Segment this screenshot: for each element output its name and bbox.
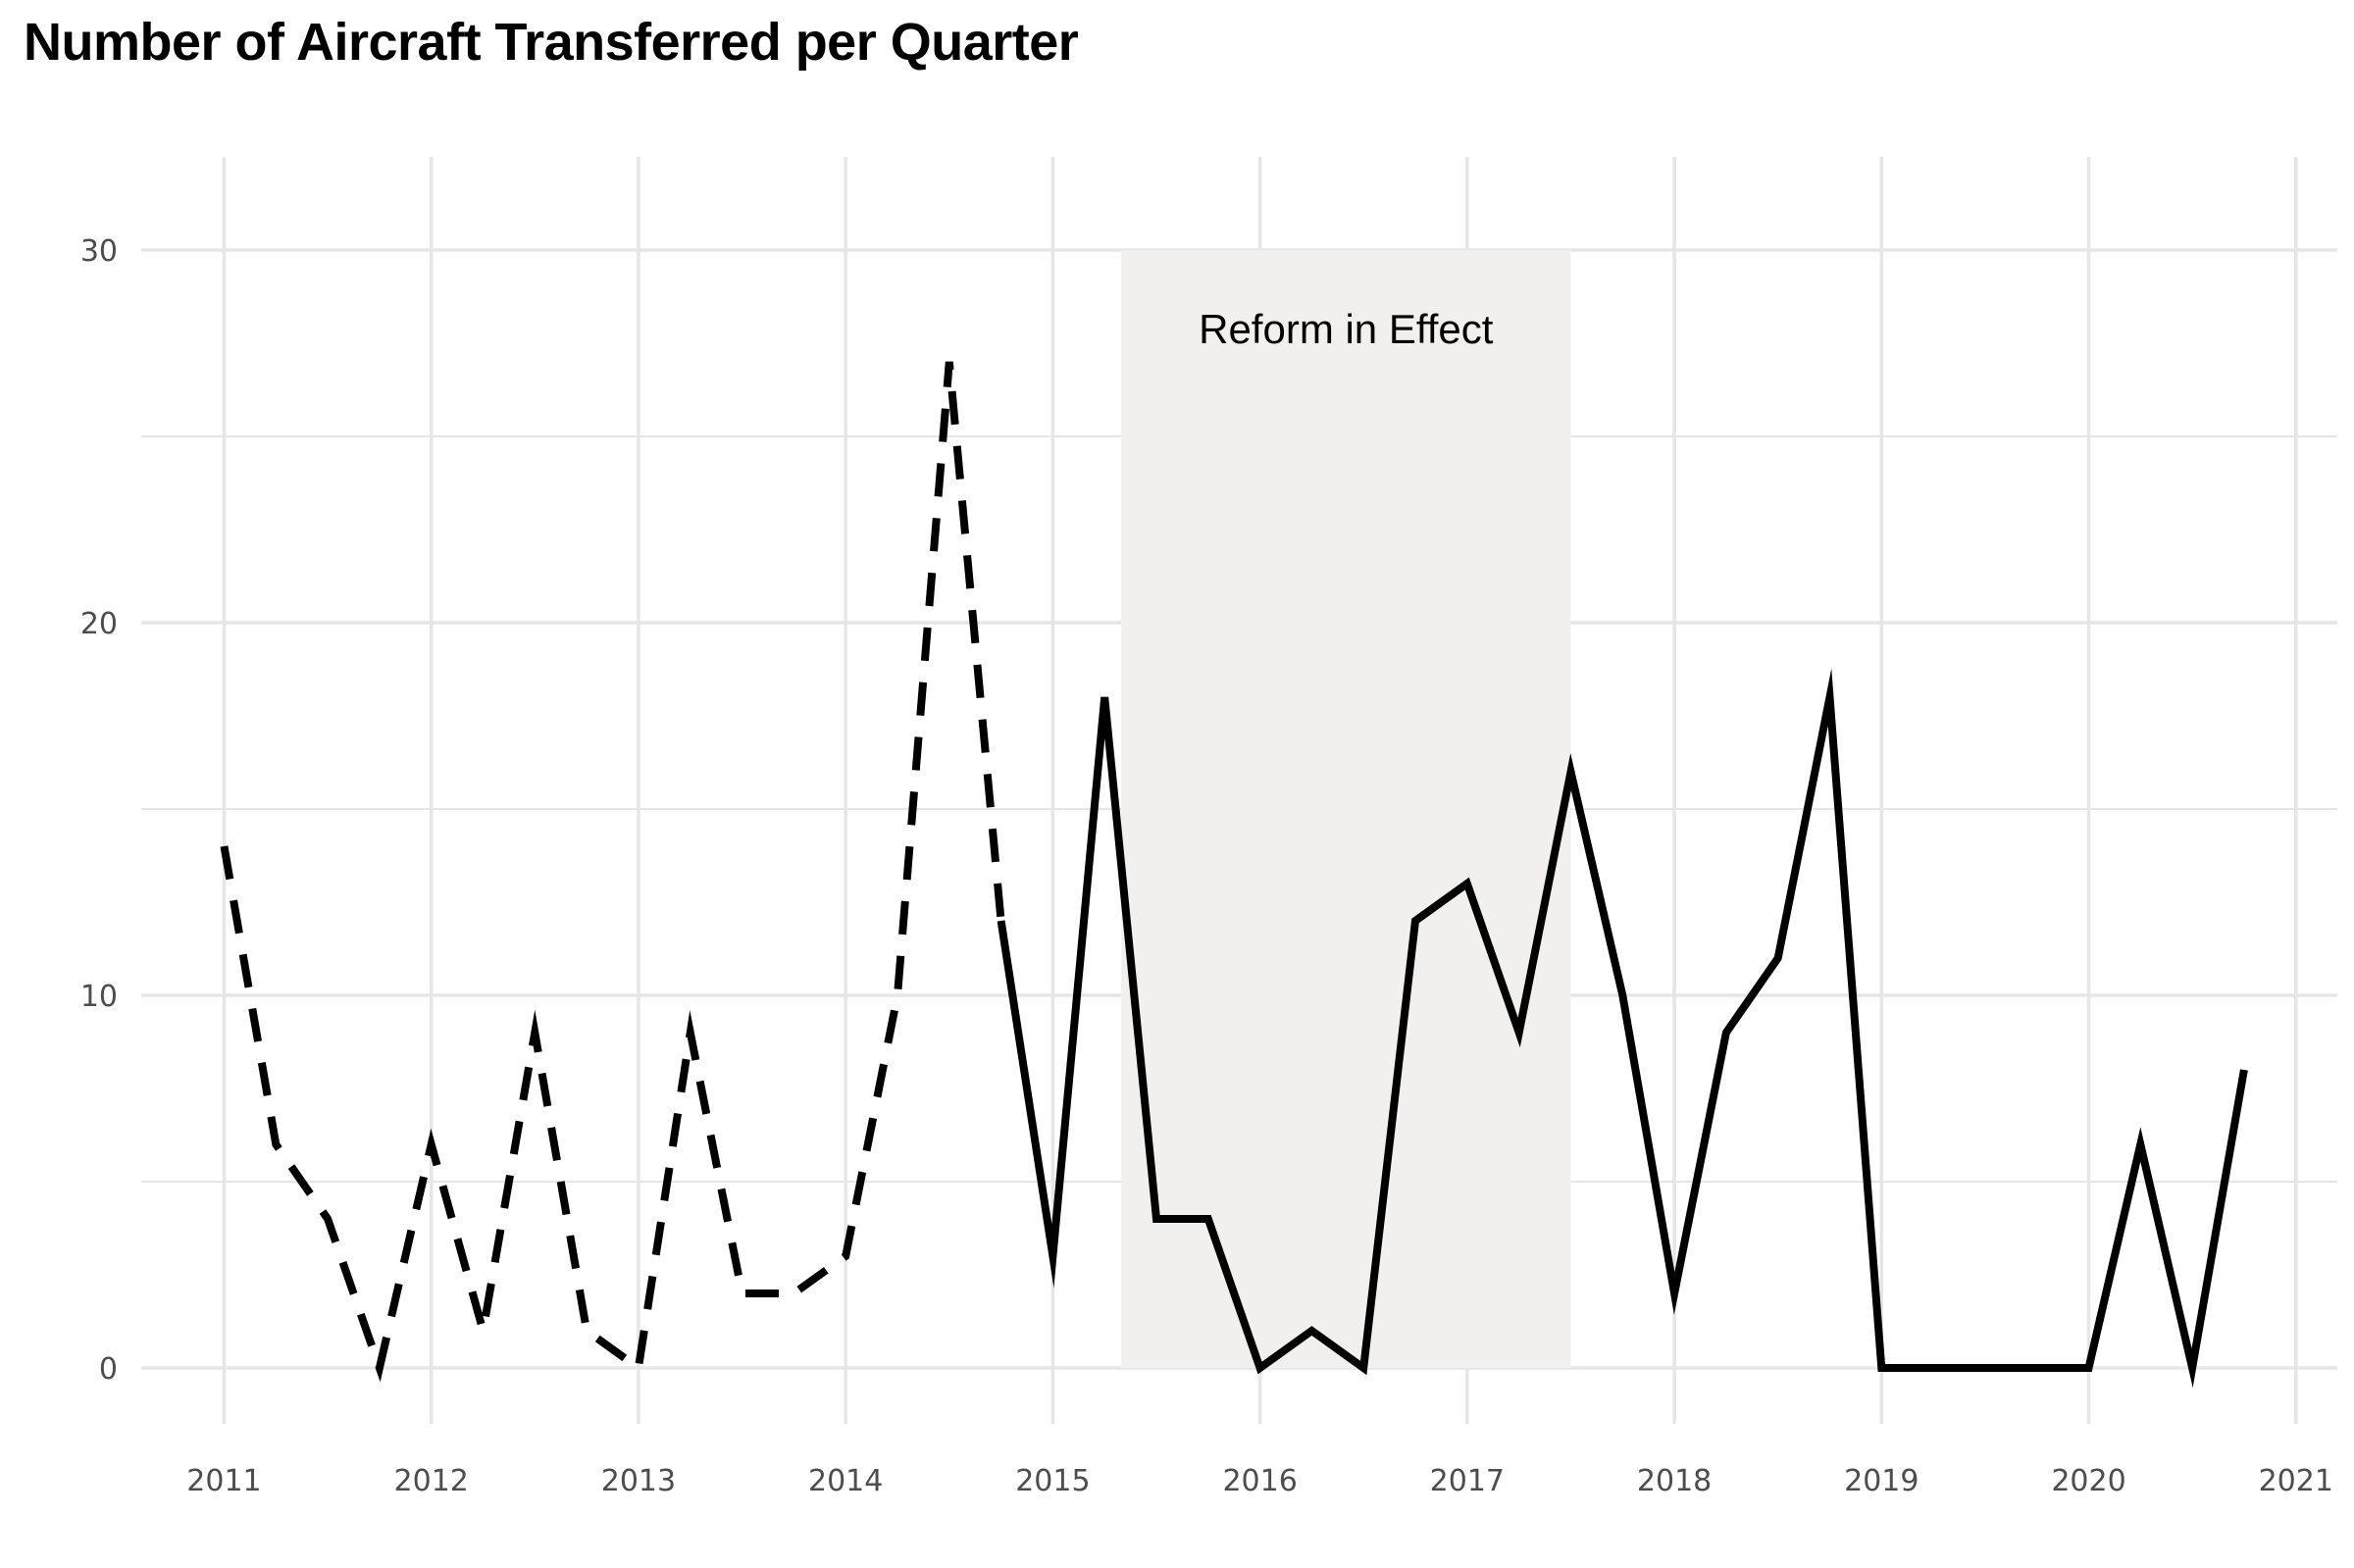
chart-title: Number of Aircraft Transferred per Quart…: [24, 13, 1079, 72]
x-tick-label: 2012: [394, 1464, 469, 1498]
x-tick-label: 2016: [1222, 1464, 1297, 1498]
solid-series-line: [997, 668, 2248, 1389]
y-tick-label: 0: [99, 1352, 118, 1387]
y-axis-labels: 0 10 20 30: [80, 234, 118, 1387]
x-tick-label: 2017: [1430, 1464, 1505, 1498]
shaded-region-label: Reform in Effect: [1199, 306, 1494, 352]
x-tick-label: 2014: [808, 1464, 883, 1498]
dashed-series-line: [220, 361, 1005, 1383]
x-tick-label: 2015: [1015, 1464, 1090, 1498]
y-tick-label: 20: [80, 607, 118, 641]
x-tick-label: 2013: [601, 1464, 676, 1498]
x-tick-label: 2021: [2259, 1464, 2333, 1498]
x-tick-label: 2020: [2051, 1464, 2125, 1498]
y-tick-label: 30: [80, 234, 118, 269]
x-tick-label: 2019: [1844, 1464, 1919, 1498]
shaded-region: [1121, 250, 1571, 1368]
series-lines: [220, 361, 2248, 1389]
x-axis-labels: 2011 2012 2013 2014 2015 2016 2017 2018 2019 2020…: [186, 1464, 2333, 1498]
y-tick-label: 10: [80, 980, 118, 1014]
x-tick-label: 2011: [186, 1464, 261, 1498]
x-tick-label: 2018: [1637, 1464, 1712, 1498]
shaded-region-group: Reform in Effect: [1121, 250, 1571, 1368]
